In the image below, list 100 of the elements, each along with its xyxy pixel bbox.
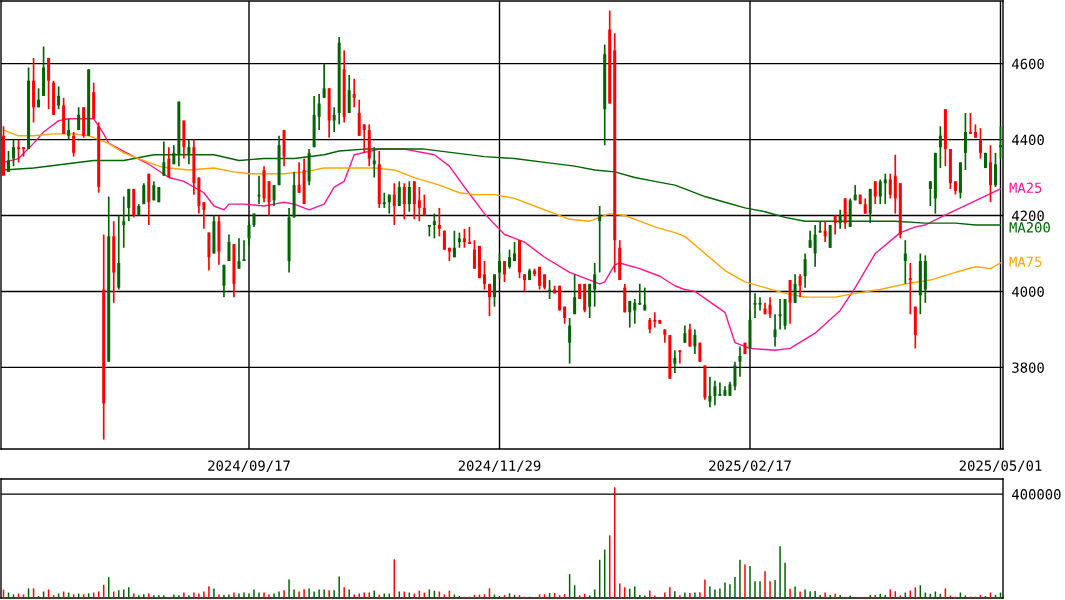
candlestick [322, 62, 326, 99]
candlestick [778, 298, 782, 331]
candlestick [568, 317, 572, 365]
candlestick [412, 180, 416, 221]
candlestick [928, 180, 932, 207]
candlestick [432, 212, 436, 240]
candlestick [12, 138, 16, 167]
candlestick [888, 172, 892, 200]
candlestick [362, 123, 366, 154]
candlestick [202, 201, 206, 230]
candlestick [813, 224, 817, 268]
candlestick [57, 85, 61, 111]
candlestick [17, 138, 21, 164]
candlestick [492, 273, 496, 308]
candlestick [127, 188, 131, 223]
y-tick-label: 4600 [1012, 58, 1044, 70]
candlestick [713, 379, 717, 407]
candlestick [908, 262, 912, 316]
candlestick [352, 77, 356, 109]
candlestick [633, 298, 637, 325]
candlestick [638, 283, 642, 306]
series-label: MA25 [1009, 182, 1042, 193]
candlestick [422, 193, 426, 217]
candlestick [718, 381, 722, 397]
candlestick [968, 112, 972, 135]
y-tick-label: 400000 [1012, 489, 1061, 500]
candlestick [903, 239, 907, 285]
candlestick [72, 131, 76, 158]
candlestick [407, 180, 411, 213]
candlestick [347, 74, 351, 114]
candlestick [988, 144, 992, 204]
candlestick [437, 207, 441, 238]
candlestick [462, 227, 466, 249]
candlestick [678, 349, 682, 365]
candlestick [297, 161, 301, 194]
candlestick [653, 311, 657, 329]
x-tick-label: 2024/09/17 [208, 460, 290, 473]
candlestick [497, 252, 501, 279]
candlestick [267, 180, 271, 217]
candlestick [392, 182, 396, 226]
candlestick [828, 224, 832, 249]
candlestick [573, 273, 577, 316]
candlestick [938, 125, 942, 169]
candlestick [417, 186, 421, 223]
candlestick [317, 93, 321, 131]
candlestick [452, 229, 456, 259]
series-label: MA200 [1009, 222, 1050, 233]
candlestick [803, 252, 807, 289]
candlestick [628, 300, 632, 329]
candlestick [397, 180, 401, 207]
candlestick [878, 178, 882, 205]
candlestick [963, 112, 967, 171]
candlestick [673, 349, 677, 374]
candlestick [733, 360, 737, 391]
candlestick [487, 283, 491, 317]
candlestick [227, 233, 231, 262]
candlestick [773, 313, 777, 348]
candlestick [472, 239, 476, 270]
y-tick-label: 4400 [1012, 134, 1044, 146]
candlestick [708, 376, 712, 409]
candlestick [247, 220, 251, 247]
candlestick [788, 279, 792, 325]
candlestick [222, 264, 226, 298]
candlestick [402, 182, 406, 221]
candlestick [167, 146, 171, 179]
candlestick [873, 180, 877, 205]
candlestick [257, 174, 261, 205]
candlestick [122, 195, 126, 249]
candlestick [883, 172, 887, 205]
x-tick-label: 2024/11/29 [458, 460, 541, 473]
candlestick [793, 273, 797, 304]
candlestick [482, 260, 486, 291]
candlestick [503, 260, 507, 283]
x-tick-label: 2025/05/01 [959, 460, 1042, 473]
candlestick [978, 127, 982, 160]
candlestick [768, 296, 772, 319]
x-tick-label: 2025/02/17 [709, 460, 791, 473]
line-series [2, 117, 1002, 351]
candlestick [588, 283, 592, 319]
candlestick [67, 117, 71, 141]
candlestick [508, 248, 512, 270]
candlestick [738, 345, 742, 378]
candlestick [332, 106, 336, 133]
candlestick [893, 153, 897, 215]
candlestick [357, 98, 361, 137]
candlestick [998, 125, 1002, 160]
candlestick [798, 273, 802, 298]
y-tick-label: 4200 [1012, 210, 1044, 222]
line-series [2, 129, 1002, 298]
candlestick [2, 125, 6, 177]
y-tick-label: 4000 [1012, 286, 1044, 297]
series-label: MA75 [1009, 256, 1042, 268]
candlestick [272, 184, 276, 207]
candlestick [693, 328, 697, 355]
candlestick [758, 296, 762, 312]
candlestick [993, 152, 997, 188]
y-tick-label: 3800 [1012, 362, 1044, 373]
candlestick [593, 262, 597, 308]
candlestick [47, 57, 51, 111]
candlestick [382, 191, 386, 209]
